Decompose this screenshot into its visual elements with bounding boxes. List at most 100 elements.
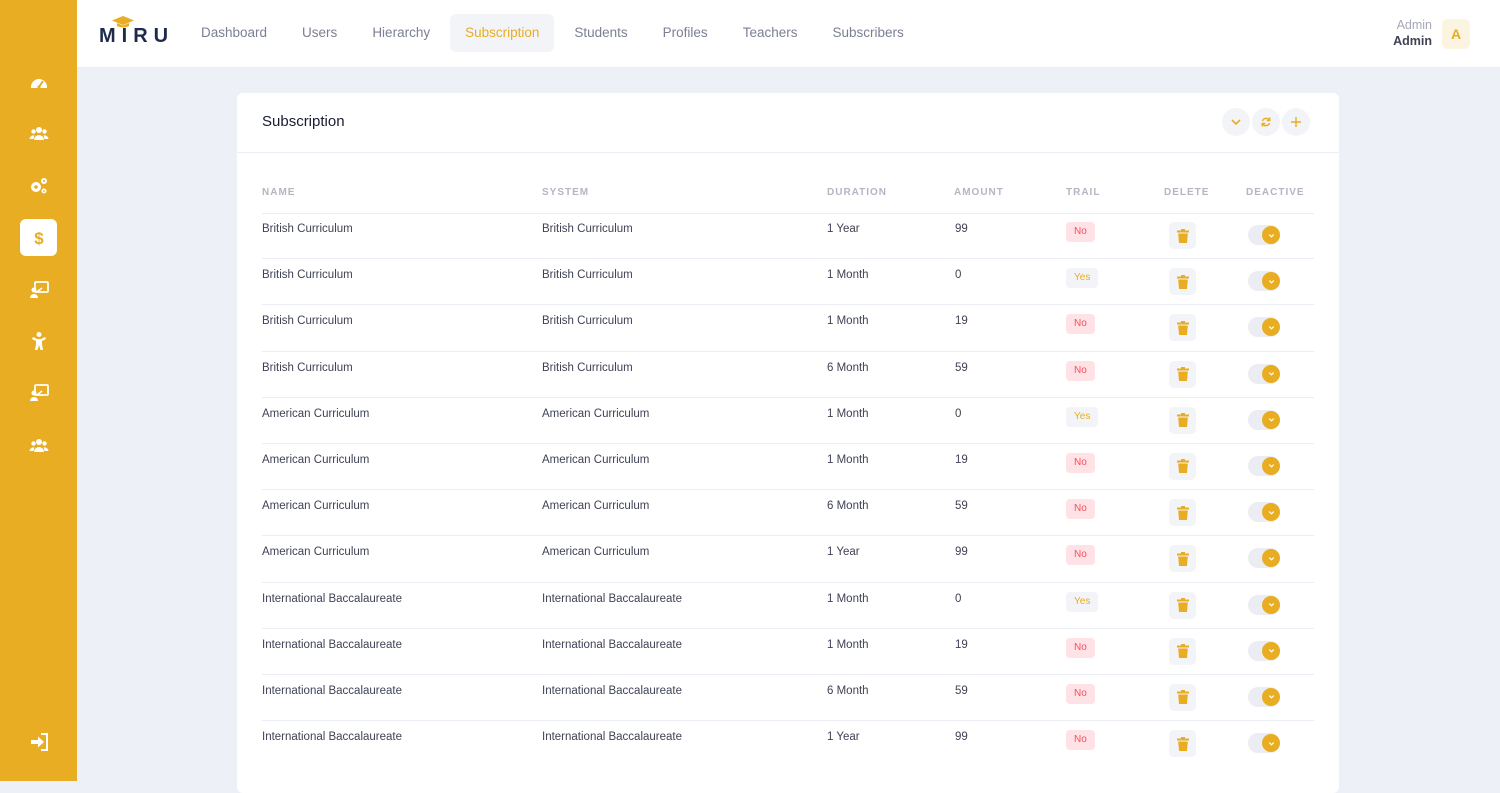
deactive-toggle[interactable]: [1248, 686, 1280, 707]
row-duration: 1 Month: [827, 315, 869, 328]
delete-button[interactable]: [1169, 452, 1196, 480]
row-duration: 1 Month: [827, 592, 869, 605]
users-group-icon[interactable]: [20, 427, 57, 464]
row-system: British Curriculum: [542, 223, 633, 235]
delete-button[interactable]: [1169, 683, 1196, 711]
table-row: American Curriculum American Curriculum …: [262, 398, 1314, 444]
delete-button[interactable]: [1169, 730, 1196, 758]
avatar[interactable]: A: [1442, 18, 1470, 49]
table-row: International Baccalaureate Internationa…: [262, 629, 1314, 675]
table-row: International Baccalaureate Internationa…: [262, 721, 1314, 766]
deactive-toggle[interactable]: [1248, 271, 1280, 292]
nav-teachers[interactable]: Teachers: [742, 25, 798, 40]
check-icon: [1268, 695, 1274, 700]
deactive-toggle[interactable]: [1248, 409, 1280, 430]
teacher-board-icon[interactable]: [20, 271, 57, 308]
child-icon[interactable]: [20, 322, 57, 359]
check-icon: [1268, 741, 1274, 746]
table-row: American Curriculum American Curriculum …: [262, 490, 1314, 537]
trash-icon: [1176, 690, 1189, 705]
nav-hierarchy[interactable]: Hierarchy: [372, 25, 431, 40]
row-name: American Curriculum: [262, 453, 370, 466]
delete-button[interactable]: [1169, 314, 1196, 342]
delete-button[interactable]: [1169, 591, 1196, 619]
row-duration: 1 Month: [827, 638, 869, 651]
trail-badge: No: [1066, 452, 1095, 473]
nav-profiles[interactable]: Profiles: [662, 25, 708, 40]
column-duration[interactable]: DURATION: [827, 187, 888, 198]
column-amount[interactable]: AMOUNT: [954, 187, 1004, 198]
users-group-icon[interactable]: [20, 115, 57, 152]
deactive-toggle[interactable]: [1248, 225, 1280, 245]
table-row: British Curriculum British Curriculum 1 …: [262, 305, 1314, 352]
row-system: British Curriculum: [542, 361, 633, 374]
row-system: International Baccalaureate: [542, 731, 683, 744]
column-name[interactable]: NAME: [262, 187, 296, 198]
delete-button[interactable]: [1169, 545, 1196, 573]
row-duration: 1 Year: [827, 731, 860, 744]
plus-icon: [1291, 117, 1301, 127]
row-system: American Curriculum: [542, 500, 650, 513]
toggle-knob: [1262, 595, 1280, 614]
row-amount: 99: [955, 546, 968, 559]
column-delete[interactable]: DELETE: [1164, 187, 1210, 198]
nav-subscription[interactable]: Subscription: [450, 14, 555, 52]
delete-button[interactable]: [1169, 499, 1196, 527]
nav-subscribers[interactable]: Subscribers: [832, 25, 904, 40]
table-row: British Curriculum British Curriculum 1 …: [262, 213, 1314, 260]
logo-text: MIRU: [99, 25, 175, 47]
logout-icon[interactable]: [20, 723, 57, 760]
trail-badge: Yes: [1066, 268, 1099, 289]
check-icon: [1268, 233, 1274, 238]
deactive-toggle[interactable]: [1248, 594, 1280, 615]
toggle-knob: [1262, 318, 1280, 337]
refresh-button[interactable]: [1252, 108, 1280, 136]
user-role: Admin: [1396, 18, 1432, 32]
row-name: British Curriculum: [262, 269, 353, 282]
nav-dashboard[interactable]: Dashboard: [201, 25, 268, 40]
table-row: International Baccalaureate Internationa…: [262, 583, 1314, 629]
check-icon: [1268, 464, 1274, 469]
dollar-icon[interactable]: $: [20, 219, 57, 256]
column-system[interactable]: SYSTEM: [542, 187, 590, 198]
trail-badge: No: [1066, 683, 1095, 704]
settings-gears-icon[interactable]: [20, 167, 57, 204]
deactive-toggle[interactable]: [1248, 363, 1280, 384]
deactive-toggle[interactable]: [1248, 455, 1280, 476]
user-names: Admin Admin: [1393, 18, 1432, 49]
card-title: Subscription: [262, 113, 345, 130]
row-system: International Baccalaureate: [542, 638, 683, 651]
row-duration: 1 Month: [827, 453, 869, 466]
row-amount: 99: [955, 223, 968, 235]
column-deactive[interactable]: DEACTIVE: [1246, 187, 1305, 198]
add-subscription-button[interactable]: [1282, 108, 1310, 136]
row-system: British Curriculum: [542, 269, 633, 282]
nav-users[interactable]: Users: [302, 25, 338, 40]
trash-icon: [1176, 459, 1189, 474]
deactive-toggle[interactable]: [1248, 733, 1280, 754]
deactive-toggle[interactable]: [1248, 317, 1280, 338]
chevron-down-icon: [1231, 119, 1241, 126]
row-system: American Curriculum: [542, 407, 650, 420]
user-name: Admin: [1393, 34, 1432, 48]
deactive-toggle[interactable]: [1248, 502, 1280, 523]
delete-button[interactable]: [1169, 406, 1196, 434]
subscription-table-body: British Curriculum British Curriculum 1 …: [262, 213, 1314, 766]
delete-button[interactable]: [1169, 222, 1196, 249]
row-system: British Curriculum: [542, 315, 633, 328]
deactive-toggle[interactable]: [1248, 640, 1280, 661]
dashboard-gauge-icon[interactable]: [20, 64, 57, 101]
nav-students[interactable]: Students: [574, 25, 628, 40]
delete-button[interactable]: [1169, 637, 1196, 665]
deactive-toggle[interactable]: [1248, 548, 1280, 569]
row-name: British Curriculum: [262, 361, 353, 374]
collapse-button[interactable]: [1222, 108, 1250, 136]
check-icon: [1268, 326, 1274, 330]
table-row: British Curriculum British Curriculum 6 …: [262, 352, 1314, 398]
teacher-board-icon[interactable]: [20, 374, 57, 411]
delete-button[interactable]: [1169, 268, 1196, 296]
column-trail[interactable]: TRAIL: [1066, 187, 1101, 198]
user-menu[interactable]: Admin Admin A: [1393, 18, 1470, 49]
delete-button[interactable]: [1169, 360, 1196, 388]
check-icon: [1268, 510, 1274, 515]
